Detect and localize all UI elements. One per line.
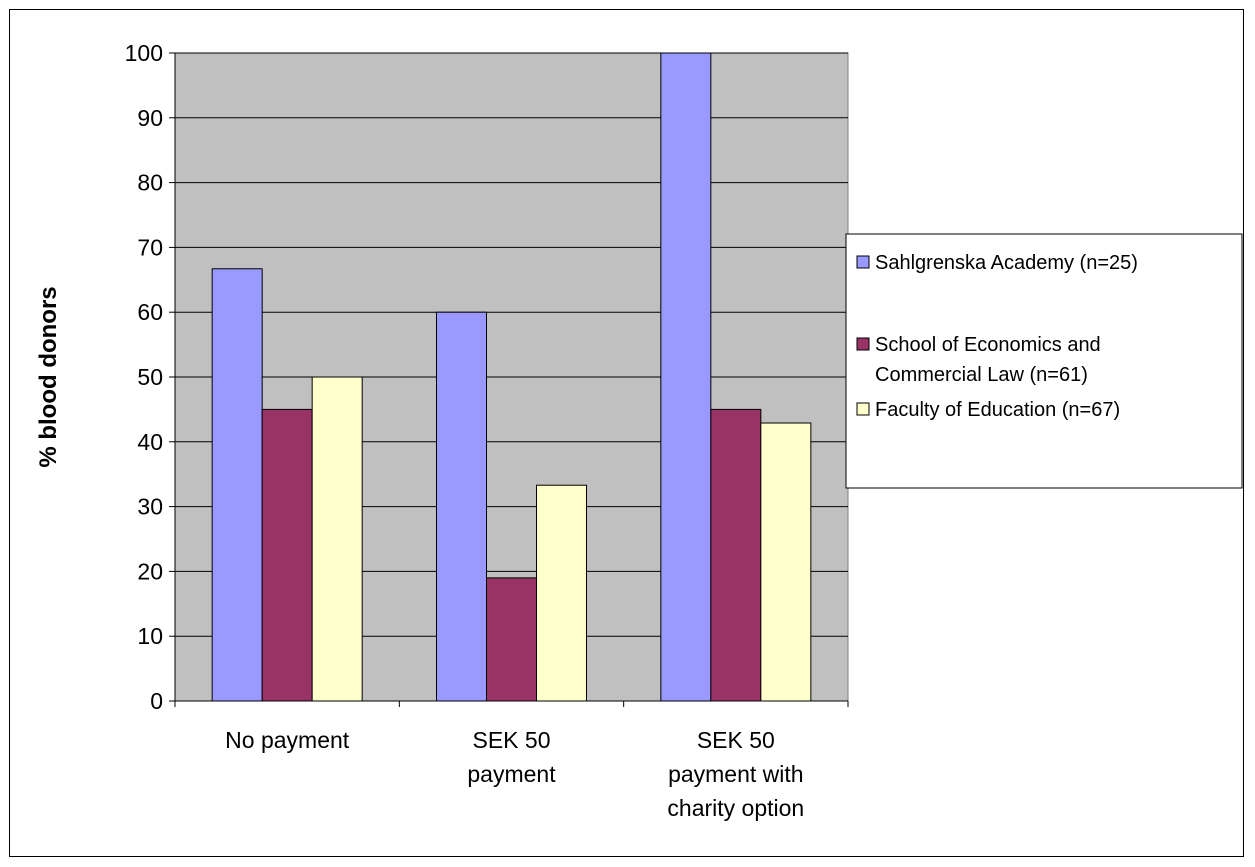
y-tick-label: 40 [137,429,163,455]
legend-swatch [856,337,870,351]
bar-chart: 0 10 20 30 40 50 60 70 80 90 100 No payment SEK 50 pa… [35,40,1243,821]
y-tick-label: 30 [137,494,163,520]
legend-box [845,233,1243,489]
y-tick-label: 80 [137,170,163,196]
tick-labels: 0 10 20 30 40 50 60 70 80 90 100 No payment SEK 50 pa… [125,40,805,821]
y-tick-label: 100 [125,40,163,66]
bar [536,484,587,702]
x-category-label: No payment [225,727,350,753]
bar [211,268,263,702]
legend-swatch [856,402,870,416]
legend-label: School of Economics and Commercial Law (n… [875,334,1101,386]
y-tick-label: 90 [137,105,163,131]
axes [169,52,849,707]
bar [660,52,712,702]
bar [760,422,812,702]
y-tick-label: 10 [137,623,163,649]
bar [436,311,487,702]
y-tick-label: 0 [150,688,163,714]
x-category-label: SEK 50 payment with charity option [667,727,804,821]
y-tick-label: 20 [137,558,163,584]
y-tick-label: 50 [137,364,163,390]
legend-label: Sahlgrenska Academy (n=25) [875,252,1138,274]
bar [311,376,363,702]
legend: Sahlgrenska Academy (n=25) School of Econ… [845,233,1243,489]
bar [486,577,537,702]
legend-swatch [856,255,870,269]
y-tick-label: 70 [137,234,163,260]
chart-frame: 0 10 20 30 40 50 60 70 80 90 100 No payment SEK 50 pa… [9,9,1244,857]
bar [261,408,313,702]
x-category-label: SEK 50 payment [467,727,556,787]
legend-label: Faculty of Education (n=67) [875,399,1120,421]
y-tick-label: 60 [137,299,163,325]
y-axis-label: % blood donors [35,286,62,467]
bar [710,408,762,702]
